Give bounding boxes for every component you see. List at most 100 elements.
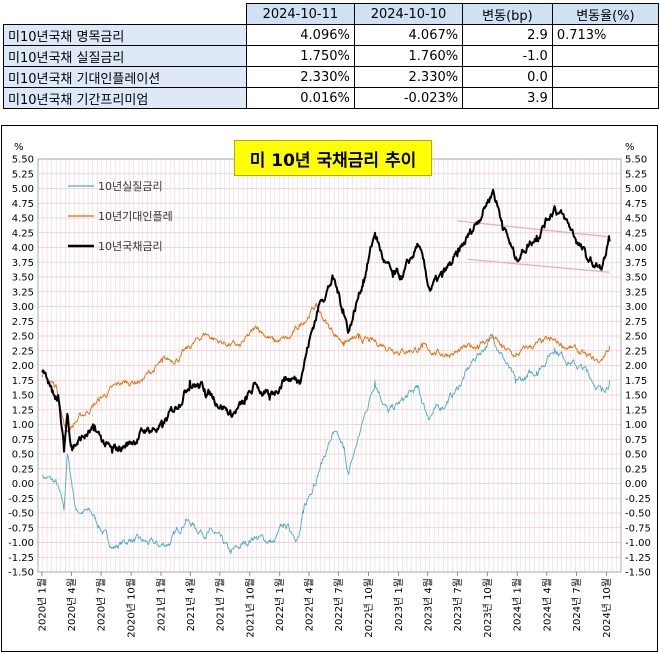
value-cell: 0.016% [245, 87, 355, 109]
y-tick-label-right: 3.75 [625, 258, 647, 269]
y-tick-label-left: 1.00 [12, 420, 34, 431]
y-tick-label-right: 2.50 [625, 332, 647, 343]
table-header-row: 2024-10-11 2024-10-10 변동(bp) 변동율(%) [3, 3, 659, 25]
x-tick-label: 2022년 10월 [363, 578, 375, 638]
y-tick-label-right: -0.50 [625, 509, 651, 520]
y-tick-label-right: 0.75 [625, 435, 647, 446]
value-cell: 2.9 [462, 24, 553, 46]
y-tick-label-left: 4.00 [12, 243, 34, 254]
y-tick-label-left: 1.50 [12, 391, 34, 402]
y-tick-label-left: 1.25 [12, 405, 34, 416]
x-tick-label: 2024년 4월 [541, 578, 553, 631]
x-tick-label: 2020년 7월 [96, 578, 108, 631]
x-tick-label: 2024년 1월 [512, 578, 524, 631]
table-header-cell: 변동(bp) [462, 3, 553, 25]
table-header-cell: 2024-10-10 [353, 3, 464, 25]
y-tick-label-left: 3.00 [12, 302, 34, 313]
series-line [41, 334, 611, 555]
y-tick-label-left: 5.25 [12, 169, 34, 180]
y-tick-label-left: 5.50 [12, 155, 34, 166]
y-tick-label-right: 5.25 [625, 169, 647, 180]
x-tick-label: 2024년 10월 [601, 578, 613, 638]
x-tick-label: 2023년 4월 [422, 578, 434, 631]
y-tick-label-left: 0.00 [12, 479, 34, 490]
y-tick-label-right: 5.00 [625, 184, 647, 195]
value-cell [551, 87, 659, 109]
y-tick-label-left: 3.50 [12, 273, 34, 284]
x-tick-label: 2022년 1월 [274, 578, 286, 631]
y-tick-label-left: 0.75 [12, 435, 34, 446]
y-tick-label-left: 2.75 [12, 317, 34, 328]
y-tick-label-right: -1.25 [625, 553, 651, 564]
y-tick-label-right: 3.25 [625, 287, 647, 298]
x-tick-label: 2020년 10월 [126, 578, 138, 638]
y-tick-label-right: 2.25 [625, 346, 647, 357]
y-tick-label-left: -1.50 [8, 568, 34, 579]
unit-label-left: % [14, 142, 24, 153]
value-cell: 2.330% [353, 66, 464, 88]
y-tick-label-left: 5.00 [12, 184, 34, 195]
y-tick-label-right: 2.75 [625, 317, 647, 328]
value-cell: 0.0 [462, 66, 553, 88]
y-tick-label-left: 3.25 [12, 287, 34, 298]
y-tick-label-left: 4.50 [12, 214, 34, 225]
y-tick-label-left: 0.50 [12, 450, 34, 461]
x-tick-label: 2023년 10월 [482, 578, 494, 638]
y-tick-label-right: 4.00 [625, 243, 647, 254]
y-tick-label-right: 3.00 [625, 302, 647, 313]
table-row: 미10년국채 명목금리 4.096% 4.067% 2.9 0.713% [3, 24, 659, 46]
unit-label-right: % [625, 142, 635, 153]
series-line [41, 188, 611, 454]
y-tick-label-right: 2.00 [625, 361, 647, 372]
y-tick-label-right: 3.50 [625, 273, 647, 284]
y-tick-label-left: 1.75 [12, 376, 34, 387]
y-tick-label-right: 4.50 [625, 214, 647, 225]
y-tick-label-right: 4.75 [625, 199, 647, 210]
value-cell: 1.750% [245, 45, 355, 67]
table-header-cell: 변동율(%) [551, 3, 659, 25]
y-tick-label-left: -1.25 [8, 553, 34, 564]
chart-title: 미 10년 국채금리 추이 [234, 140, 432, 176]
x-tick-label: 2020년 1월 [36, 578, 48, 631]
y-tick-label-left: -0.75 [8, 523, 34, 534]
y-tick-label-right: 0.00 [625, 479, 647, 490]
y-tick-label-left: 0.25 [12, 464, 34, 475]
legend-label: 10년실질금리 [98, 180, 163, 193]
value-cell: -0.023% [353, 87, 464, 109]
y-tick-label-right: 1.25 [625, 405, 647, 416]
chart-area: -1.50 -1.50 -1.25 -1.25 -1.00 -1.00 -0.75 -0.75… [1, 125, 658, 652]
y-tick-label-right: 4.25 [625, 228, 647, 239]
value-cell: 4.067% [353, 24, 464, 46]
y-tick-label-left: -0.25 [8, 494, 34, 505]
y-tick-label-right: -0.25 [625, 494, 651, 505]
table-header-cell [3, 3, 247, 25]
value-cell: 2.330% [245, 66, 355, 88]
value-cell [551, 66, 659, 88]
y-tick-label-left: 3.75 [12, 258, 34, 269]
y-tick-label-right: 1.00 [625, 420, 647, 431]
trend-line [467, 258, 610, 273]
legend-label: 10년국채금리 [98, 240, 163, 253]
value-cell [551, 45, 659, 67]
row-label: 미10년국채 기대인플레이션 [3, 66, 247, 88]
x-tick-label: 2021년 4월 [185, 578, 197, 631]
y-tick-label-left: 4.75 [12, 199, 34, 210]
y-tick-label-right: 1.75 [625, 376, 647, 387]
y-tick-label-right: 1.50 [625, 391, 647, 402]
chart-svg: -1.50 -1.50 -1.25 -1.25 -1.00 -1.00 -0.75 -0.75… [8, 142, 651, 638]
y-tick-label-right: 5.50 [625, 155, 647, 166]
x-tick-label: 2021년 7월 [214, 578, 226, 631]
x-tick-label: 2023년 1월 [393, 578, 405, 631]
y-tick-label-left: 2.50 [12, 332, 34, 343]
x-tick-label: 2022년 4월 [304, 578, 316, 631]
value-cell: 1.760% [353, 45, 464, 67]
x-tick-label: 2024년 7월 [571, 578, 583, 631]
row-label: 미10년국채 실질금리 [3, 45, 247, 67]
value-cell: 0.713% [551, 24, 659, 46]
x-tick-label: 2022년 7월 [333, 578, 345, 631]
value-cell: -1.0 [462, 45, 553, 67]
row-label: 미10년국채 명목금리 [3, 24, 247, 46]
y-tick-label-left: -0.50 [8, 509, 34, 520]
series-line [41, 302, 611, 433]
row-label: 미10년국채 기간프리미엄 [3, 87, 247, 109]
